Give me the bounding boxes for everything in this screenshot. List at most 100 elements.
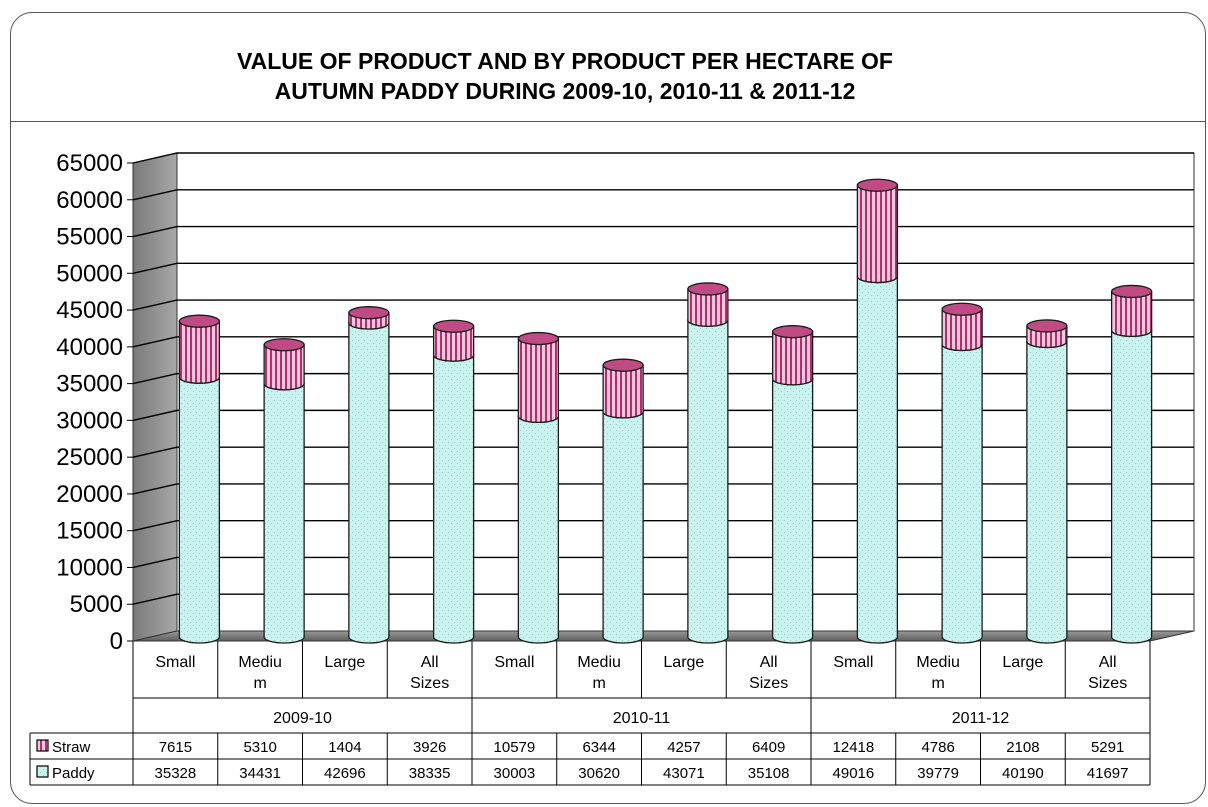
x-category-label: Small	[833, 654, 873, 671]
bar-straw	[687, 288, 729, 327]
x-category-label: Sizes	[1088, 675, 1127, 692]
table-cell: 7615	[159, 739, 192, 756]
x-category-label: m	[931, 675, 944, 692]
bar-stack	[856, 178, 899, 644]
bar-stack	[687, 282, 729, 644]
table-cell: 5291	[1091, 739, 1124, 756]
bar-straw-top	[856, 178, 899, 192]
table-cell: 42696	[324, 765, 366, 782]
gridline	[132, 409, 1194, 422]
table-cell: 5310	[243, 739, 276, 756]
bar-stack	[1026, 319, 1068, 644]
bar-straw-top	[687, 282, 729, 296]
table-cell: 41697	[1087, 765, 1129, 782]
x-category-label: Large	[663, 654, 704, 671]
table-cell: 35328	[155, 765, 197, 782]
bar-paddy	[602, 411, 644, 644]
x-group-label: 2009-10	[273, 710, 332, 727]
legend-key-straw	[36, 739, 49, 752]
table-cell: 34431	[239, 765, 281, 782]
table-cell: 38335	[409, 765, 451, 782]
legend-label-straw: Straw	[52, 739, 91, 756]
y-tick-label: 15000	[56, 518, 123, 545]
y-tick-label: 5000	[70, 591, 123, 618]
table-cell: 4786	[921, 739, 954, 756]
y-tick-label: 35000	[56, 371, 123, 398]
y-tick-label: 10000	[56, 554, 123, 581]
bar-straw-top	[1026, 319, 1068, 333]
bar-paddy	[771, 378, 814, 644]
bar-paddy	[432, 354, 475, 644]
table-cell: 1404	[328, 739, 361, 756]
table-cell: 39779	[917, 765, 959, 782]
y-tick-label: 20000	[56, 481, 123, 508]
bar-paddy	[1026, 340, 1068, 644]
bar-straw	[178, 320, 221, 384]
bar-paddy	[856, 275, 899, 644]
data-table: Small Mediu m Large All Sizes Small Mediu m Large…	[29, 641, 1151, 786]
bar-stack	[432, 319, 475, 644]
bar-straw-top	[941, 302, 983, 316]
bar-paddy	[178, 376, 221, 644]
bars	[178, 178, 1153, 644]
bar-straw	[263, 344, 305, 391]
bar-stack	[178, 314, 221, 644]
table-cell: 4257	[667, 739, 700, 756]
y-tick-label: 30000	[56, 407, 123, 434]
chart-title-line-2: AUTUMN PADDY DURING 2009-10, 2010-11 & 2…	[274, 78, 856, 104]
bar-stack	[348, 306, 390, 644]
table-cell: 6344	[582, 739, 615, 756]
table-cell: 30003	[494, 765, 536, 782]
bar-straw	[941, 308, 983, 352]
gridline	[132, 593, 1194, 605]
x-category-label: All	[421, 654, 439, 671]
gridline	[132, 262, 1194, 274]
gridline	[132, 556, 1194, 569]
chart-frame	[10, 12, 1206, 804]
x-category-label: Mediu	[238, 654, 282, 671]
y-axis-ticks: 0 5000 10000 15000 20000 25000 30000 35000 40000…	[56, 150, 133, 655]
x-category-label: Large	[324, 654, 365, 671]
x-category-label: Large	[1002, 654, 1043, 671]
table-cell: 35108	[748, 765, 790, 782]
gridline	[132, 336, 1194, 348]
y-tick-label: 25000	[56, 444, 123, 471]
bar-straw-top	[263, 338, 305, 352]
x-group-label: 2011-12	[952, 710, 1010, 727]
bar-straw-top	[602, 358, 644, 372]
bar-straw-top	[1110, 284, 1153, 299]
chart-title: VALUE OF PRODUCT AND BY PRODUCT PER HECT…	[0, 46, 1130, 106]
x-group-label: 2010-11	[613, 710, 671, 727]
gridline	[132, 446, 1194, 458]
bar-paddy	[517, 415, 560, 644]
legend-key-paddy	[36, 765, 49, 778]
table-cell: 49016	[833, 765, 875, 782]
bar-straw	[602, 364, 644, 419]
gridline	[132, 299, 1194, 311]
bar-paddy	[941, 343, 983, 644]
table-cell: 43071	[663, 765, 705, 782]
x-category-label: m	[253, 675, 266, 692]
y-tick-label: 55000	[56, 224, 123, 251]
x-category-label: Sizes	[749, 675, 788, 692]
gridline	[132, 152, 1194, 164]
plot-walls	[132, 152, 1195, 642]
bar-straw	[432, 325, 475, 362]
x-category-label: Mediu	[577, 654, 621, 671]
y-tick-label: 40000	[56, 334, 123, 361]
table-cell: 3926	[413, 739, 446, 756]
y-tick-label: 65000	[56, 150, 123, 177]
bar-straw-top	[432, 319, 475, 333]
bar-paddy	[348, 322, 390, 644]
table-cell: 30620	[578, 765, 620, 782]
x-category-label: All	[1099, 654, 1117, 671]
x-category-label: Mediu	[916, 654, 960, 671]
x-category-label: All	[760, 654, 778, 671]
bar-straw	[771, 331, 814, 386]
bar-straw-top	[348, 306, 390, 320]
x-category-label: Small	[155, 654, 195, 671]
table-cell: 12418	[833, 739, 875, 756]
bar-straw-top	[178, 314, 221, 328]
chart-title-line-1: VALUE OF PRODUCT AND BY PRODUCT PER HECT…	[237, 48, 893, 74]
